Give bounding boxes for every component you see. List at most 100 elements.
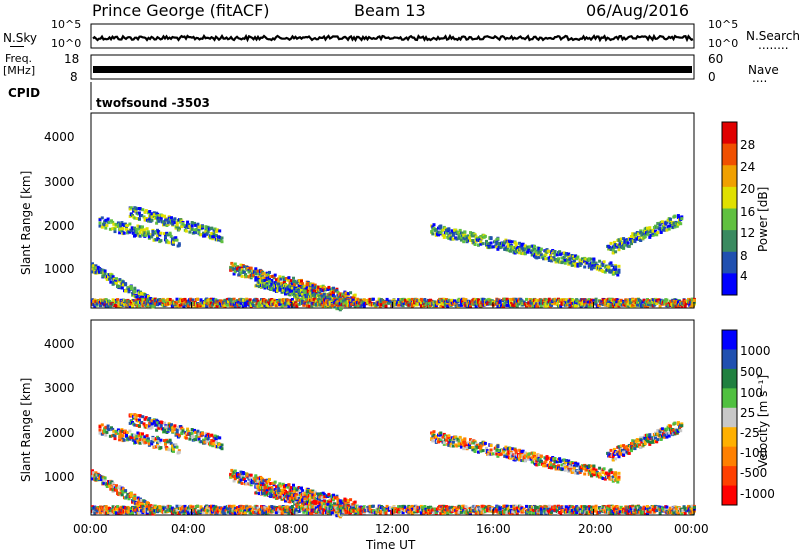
velocity-cell — [166, 440, 170, 444]
power-cell — [287, 276, 291, 280]
power-cell — [587, 298, 591, 302]
velocity-cell — [346, 499, 350, 503]
power-cell — [641, 300, 645, 304]
power-cell — [280, 300, 284, 304]
velocity-cell — [158, 440, 162, 444]
power-cell — [161, 302, 165, 306]
power-cell — [132, 292, 136, 296]
power-cell — [562, 298, 566, 302]
power-cell — [542, 257, 546, 261]
power-cell — [287, 304, 291, 308]
velocity-cell — [306, 495, 310, 499]
power-cell — [520, 245, 524, 248]
velocity-cell — [147, 426, 151, 430]
power-cell — [100, 216, 104, 220]
power-cell — [216, 302, 220, 306]
power-cell — [656, 231, 660, 235]
power-cell — [300, 289, 303, 293]
velocity-cell — [292, 483, 295, 487]
power-cell — [676, 216, 680, 219]
velocity-cell — [301, 489, 305, 493]
power-cell — [521, 242, 525, 246]
power-cell — [306, 283, 310, 287]
power-cell — [539, 304, 543, 308]
power-cell — [571, 255, 575, 259]
velocity-cell — [159, 446, 163, 450]
power-cell — [559, 304, 563, 308]
power-cell — [421, 299, 425, 303]
power-cell — [631, 298, 635, 302]
power-cell — [170, 216, 173, 220]
power-cell — [185, 302, 189, 306]
velocity-cell — [188, 432, 192, 436]
velocity-cell — [286, 485, 290, 489]
velocity-cell — [293, 487, 297, 490]
power-cell — [134, 233, 138, 237]
power-cell — [628, 298, 632, 302]
power-cell — [322, 300, 326, 304]
power-cell — [487, 300, 491, 304]
power-cell — [660, 220, 664, 224]
power-cell — [128, 214, 132, 218]
power-cell — [118, 278, 122, 282]
power-cell — [164, 235, 167, 239]
power-ytick-4000: 4000 — [44, 130, 75, 144]
power-cell — [136, 293, 140, 297]
velocity-cell — [210, 439, 214, 442]
power-cell — [104, 226, 108, 230]
velocity-cell — [311, 489, 315, 493]
nave-right-tick-bottom: 0 — [708, 70, 716, 84]
power-cell — [190, 224, 194, 228]
velocity-cell — [211, 444, 215, 448]
power-cell — [311, 282, 315, 286]
velocity-cell — [95, 509, 99, 513]
power-cell — [135, 217, 139, 220]
velocity-cell — [127, 497, 131, 501]
power-cell — [614, 268, 618, 271]
velocity-cell — [256, 479, 260, 483]
power-cell — [454, 228, 458, 232]
power-cell — [295, 281, 299, 285]
power-cell — [459, 235, 463, 239]
velocity-cell — [135, 434, 139, 438]
power-cell — [174, 236, 178, 240]
velocity-cell — [113, 434, 117, 438]
power-cell — [167, 241, 171, 245]
power-cell — [199, 233, 203, 237]
velocity-cell — [199, 440, 203, 444]
power-cell — [197, 225, 201, 229]
power-cell — [205, 303, 209, 307]
velocity-panel-frame — [90, 319, 695, 516]
power-cell — [647, 303, 651, 306]
power-cell — [175, 238, 179, 242]
velocity-cell — [260, 483, 263, 487]
date-label: 06/Aug/2016 — [586, 1, 690, 20]
power-cell — [680, 217, 684, 221]
power-cell — [620, 242, 624, 245]
velocity-cell — [111, 427, 115, 431]
power-cell — [563, 261, 567, 265]
power-cell — [159, 301, 163, 305]
power-cell — [309, 287, 313, 291]
power-cell — [124, 282, 128, 286]
power-cell — [116, 224, 120, 228]
power-cell — [625, 239, 629, 243]
velocity-cell — [197, 432, 201, 436]
power-cell — [133, 216, 137, 220]
velocity-cell — [258, 488, 262, 492]
power-cell — [301, 292, 305, 296]
velocity-cell — [175, 428, 179, 432]
power-cell — [133, 288, 137, 292]
power-cell — [273, 281, 277, 285]
power-cell — [128, 222, 132, 226]
power-cell — [431, 232, 435, 236]
power-cell — [539, 298, 543, 302]
power-cell — [229, 266, 233, 270]
power-cell — [424, 303, 428, 307]
velocity-ytick-2000: 2000 — [44, 426, 75, 440]
velocity-cell — [289, 486, 293, 490]
velocity-cell — [193, 435, 196, 439]
power-cell — [163, 214, 167, 218]
velocity-cell — [175, 432, 179, 436]
power-cell — [244, 302, 247, 305]
